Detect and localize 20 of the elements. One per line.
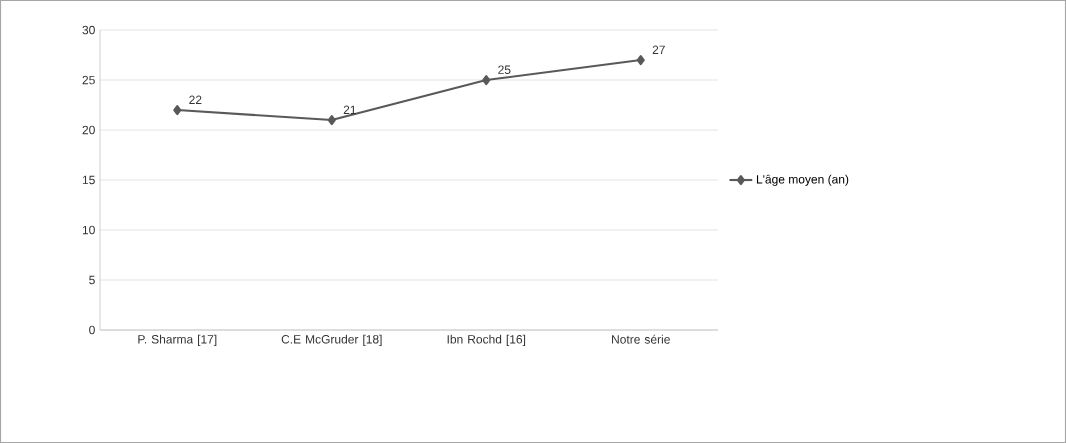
y-tick-label: 5 xyxy=(89,275,95,285)
x-tick-label: Ibn Rochd [16] xyxy=(447,334,526,346)
y-tick-label: 0 xyxy=(89,325,95,335)
data-label: 21 xyxy=(343,105,356,114)
data-label: 25 xyxy=(498,65,511,74)
y-tick-label: 20 xyxy=(82,125,95,135)
point xyxy=(482,74,491,86)
data-label: 22 xyxy=(189,95,202,104)
x-tick-label: P. Sharma [17] xyxy=(138,334,217,346)
legend-label: L'âge moyen (an) xyxy=(756,174,849,186)
point xyxy=(327,114,336,126)
y-tick-label: 15 xyxy=(82,175,95,185)
x-tick-label: C.E McGruder [18] xyxy=(281,334,382,346)
point xyxy=(636,54,645,66)
y-tick-label: 30 xyxy=(82,25,95,35)
y-tick-label: 25 xyxy=(82,75,95,85)
y-tick-label: 10 xyxy=(82,225,95,235)
x-tick-label: Notre série xyxy=(612,334,670,344)
data-label: 27 xyxy=(652,45,665,54)
point xyxy=(173,104,182,116)
